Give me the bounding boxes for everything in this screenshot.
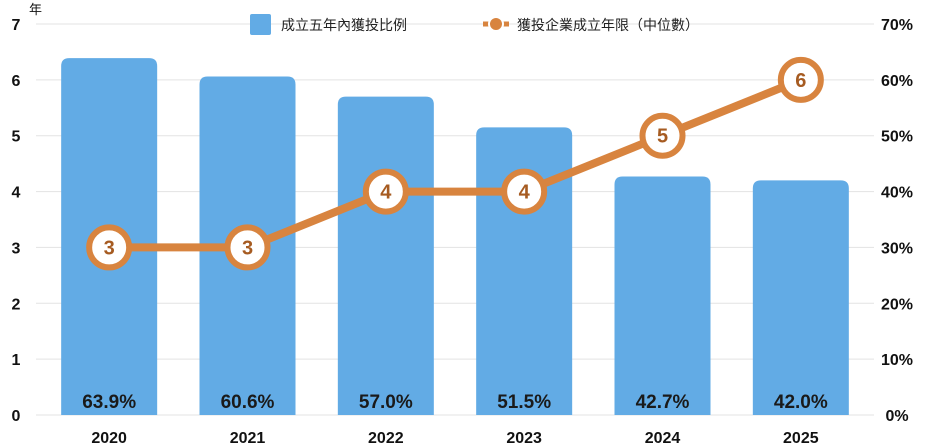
line-point	[86, 224, 133, 271]
right-tick-label: 20%	[881, 296, 913, 313]
left-tick-label: 4	[12, 185, 21, 202]
line-point	[362, 168, 409, 215]
bar-data-label: 57.0%	[359, 392, 413, 413]
bar-data-label: 42.7%	[636, 392, 690, 413]
line-data-label: 6	[795, 70, 806, 92]
right-tick-label: 60%	[881, 73, 913, 90]
line-data-label: 3	[104, 237, 115, 259]
line-data-label: 5	[657, 126, 668, 148]
line-point	[501, 168, 548, 215]
line-series: 3 3 4 4 5 6	[86, 56, 824, 271]
bar-data-label: 63.9%	[82, 392, 136, 413]
right-tick-label: 70%	[881, 17, 913, 34]
bar	[337, 96, 434, 415]
right-tick-label: 50%	[881, 129, 913, 146]
line-point	[639, 112, 686, 159]
line-path	[105, 75, 805, 252]
right-tick-label: 10%	[881, 352, 913, 369]
legend-line-marker	[488, 16, 504, 32]
x-tick-label: 2021	[230, 430, 266, 445]
bar-data-label: 42.0%	[774, 392, 828, 413]
x-tick-label: 2024	[645, 430, 681, 445]
bar	[614, 176, 711, 415]
x-tick-label: 2020	[91, 430, 127, 445]
line-data-label: 3	[242, 237, 253, 259]
axes: 0 0% 1 10% 2 20% 3 30% 4 40% 5 50% 6 60% 7 70% 2020 2021 2…	[12, 17, 913, 445]
x-tick-label: 2022	[368, 430, 404, 445]
left-tick-label: 2	[12, 296, 21, 313]
right-tick-label: 0%	[885, 408, 908, 425]
legend-bar-swatch	[250, 14, 271, 35]
bar-data-label: 51.5%	[497, 392, 551, 413]
line-data-label: 4	[519, 182, 531, 204]
bar	[752, 180, 849, 415]
legend: 成立五年內獲投比例 獲投企業成立年限（中位數）	[250, 14, 699, 35]
left-tick-label: 0	[12, 408, 21, 425]
x-tick-label: 2025	[783, 430, 819, 445]
bar	[476, 127, 573, 415]
bar-series: 63.9% 60.6% 57.0% 51.5% 42.7% 42.0%	[61, 58, 849, 416]
gridlines	[36, 23, 874, 416]
left-axis-unit: 年	[29, 3, 42, 18]
left-tick-label: 5	[12, 129, 21, 146]
line-data-label: 4	[380, 182, 392, 204]
legend-line-label: 獲投企業成立年限（中位數）	[517, 17, 699, 34]
right-tick-label: 40%	[881, 185, 913, 202]
line-point	[224, 224, 271, 271]
line-point	[777, 56, 824, 103]
legend-bar-label: 成立五年內獲投比例	[281, 18, 407, 34]
x-tick-label: 2023	[506, 430, 542, 445]
right-tick-label: 30%	[881, 240, 913, 257]
left-tick-label: 1	[12, 352, 21, 369]
left-tick-label: 7	[12, 17, 21, 34]
left-tick-label: 3	[12, 240, 21, 257]
left-tick-label: 6	[12, 73, 21, 90]
bar-data-label: 60.6%	[221, 392, 275, 413]
